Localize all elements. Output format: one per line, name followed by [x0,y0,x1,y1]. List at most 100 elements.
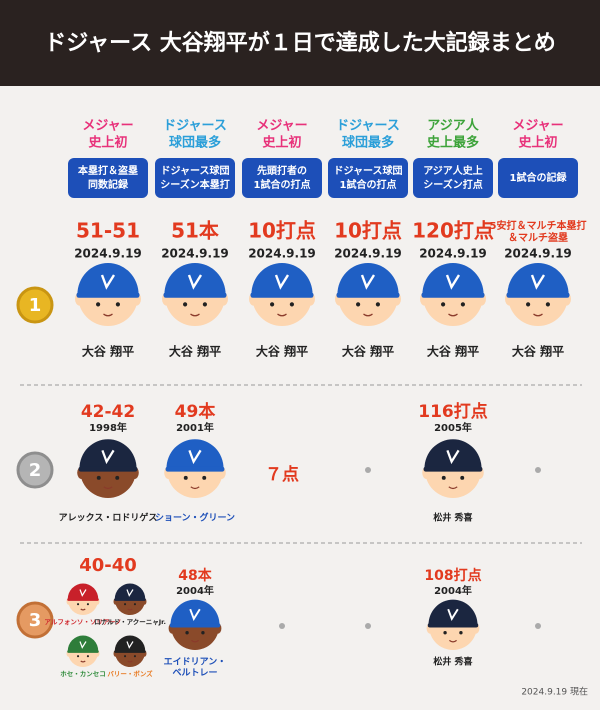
cap-logo [79,641,87,649]
cap-logo [101,449,115,465]
cap [166,439,224,469]
eye [124,603,127,606]
eye [133,603,136,606]
player-name: アレックス・ロドリゲス [59,512,158,524]
record-date: 2024.9.19 [419,247,487,261]
record-value: ＆マルチ盗塁 [508,231,568,244]
eye [77,655,80,658]
cap [424,439,482,469]
footer-note: 2024.9.19 現在 [521,686,588,698]
medal [16,601,54,639]
record-tag: メジャー [256,119,307,134]
mouth [80,660,86,663]
record-label: 本塁打＆盗塁 [78,164,138,177]
mouth [448,313,458,317]
record-tag: 史上初 [88,135,127,151]
player-name: ショーン・グリーン [155,512,235,524]
eye [183,475,188,480]
cap-brim [114,650,146,653]
eye [526,302,531,307]
record-label: 1試合の記録 [510,171,568,184]
record-label: シーズン本塁打 [160,178,230,191]
medal [16,286,54,324]
eye [86,655,89,658]
title: ドジャース 大谷翔平が１日で達成した大記録まとめ [44,30,555,56]
player-name: バリー・ボンズ [107,669,153,678]
face-icon [113,635,147,667]
mouth [80,608,86,611]
player-name: 大谷 翔平 [512,344,564,359]
record-label: 1試合の打点 [340,178,397,191]
eye [185,631,189,635]
cap-logo [530,274,546,290]
face-icon [420,263,486,326]
face-icon [75,263,141,326]
record-box [68,158,148,198]
record-date: 2001年 [176,421,214,434]
cap [428,599,478,625]
record-box [498,158,578,198]
cap-brim [67,598,99,601]
record-label: シーズン打点 [423,178,483,191]
eye [270,302,275,307]
empty-dot [279,623,285,629]
cap [170,599,220,625]
record-tag: ドジャース [163,119,227,134]
eye [356,302,361,307]
medal-number: 1 [29,295,42,316]
record-box [328,158,408,198]
face-icon [164,439,226,498]
eye [96,475,101,480]
cap-logo [79,589,87,597]
player-name: 大谷 翔平 [169,344,221,359]
mouth [127,608,133,611]
record-value: 48本 [178,567,212,584]
face-icon [335,263,401,326]
header-band [0,0,600,86]
eye [460,302,465,307]
cap [114,635,146,652]
cap-logo [100,274,116,290]
eye [86,603,89,606]
eye [460,475,465,480]
empty-dot [535,467,541,473]
record-date: 2024.9.19 [74,247,142,261]
cap-logo [445,274,461,290]
cap [164,263,226,295]
empty-dot [365,623,371,629]
record-label: ドジャース球団 [334,164,403,177]
player-name: アルフォンソ・ソリアーノ [44,618,121,626]
record-value: 40-40 [79,555,137,576]
face-icon [422,439,484,498]
cap-logo [189,608,201,621]
record-date: 2005年 [434,421,472,434]
record-tag: 球団最多 [342,135,394,151]
medal-number: 3 [29,610,42,631]
record-tag: 史上初 [518,135,557,151]
cap [507,263,569,295]
face-icon [426,599,480,650]
record-date: 2024.9.19 [334,247,402,261]
eye [375,302,380,307]
eye [133,655,136,658]
record-value: 108打点 [424,567,481,584]
record-label: 同数記録 [88,178,129,191]
medal [16,451,54,489]
mouth [190,313,200,317]
face-icon [113,583,147,615]
player-name: 大谷 翔平 [427,344,479,359]
record-date: 2024.9.19 [161,247,229,261]
record-value: 10打点 [334,219,402,243]
eye [441,302,446,307]
record-value: 42-42 [81,402,135,422]
mouth [103,313,113,317]
cap-logo [187,274,203,290]
cap-brim [169,623,221,628]
mouth [277,313,287,317]
face-icon [505,263,571,326]
face-icon [249,263,315,326]
cap-brim [67,650,99,653]
record-value: 116打点 [418,401,488,422]
record-tag: ドジャース [336,119,400,134]
